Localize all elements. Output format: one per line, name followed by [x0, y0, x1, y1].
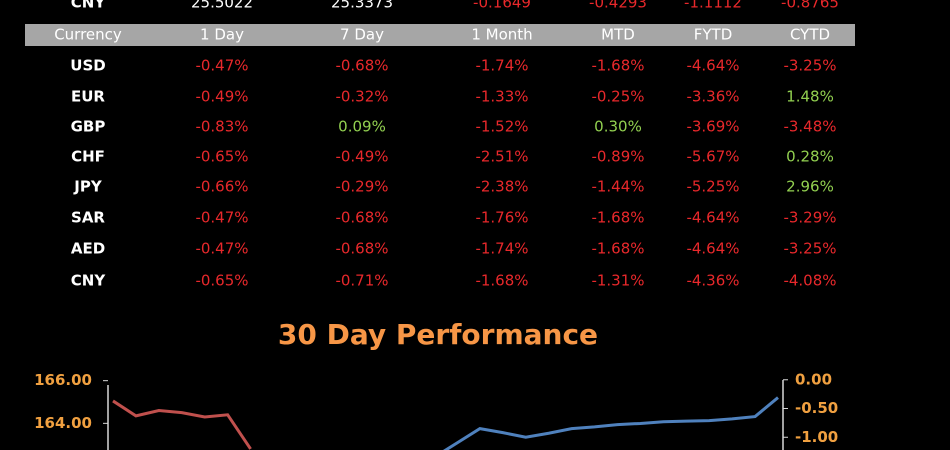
currency: EUR: [71, 88, 105, 106]
cell: -0.65%: [195, 272, 248, 290]
cell: -1.68%: [591, 240, 644, 258]
cell: -5.67%: [686, 148, 739, 166]
cell: 25.3373: [331, 0, 393, 12]
cell: -0.32%: [335, 88, 388, 106]
line-series: [442, 396, 779, 450]
cell: -2.51%: [475, 148, 528, 166]
currency: CNY: [71, 272, 107, 290]
cell: 0.28%: [786, 148, 834, 166]
cell: -4.36%: [686, 272, 739, 290]
column-header: FYTD: [694, 26, 733, 44]
cell: -0.68%: [335, 209, 388, 227]
cell: -3.25%: [783, 240, 836, 258]
cell: -4.08%: [783, 272, 836, 290]
cell: -1.68%: [591, 209, 644, 227]
cell: 0.30%: [594, 118, 642, 136]
cell: -0.89%: [591, 148, 644, 166]
currency: GBP: [71, 118, 106, 136]
cell: -0.1649: [473, 0, 531, 12]
currency: CHF: [71, 148, 105, 166]
chart-title: 30 Day Performance: [278, 318, 598, 351]
cell: -1.31%: [591, 272, 644, 290]
cell: CNY: [71, 0, 107, 12]
cell: -5.25%: [686, 178, 739, 196]
cell: -0.49%: [335, 148, 388, 166]
line-series: [112, 399, 252, 450]
cell: -1.52%: [475, 118, 528, 136]
cell: -1.76%: [475, 209, 528, 227]
cell: -1.74%: [475, 240, 528, 258]
column-header: CYTD: [790, 26, 830, 44]
y-tick-label: 166.00: [34, 371, 92, 389]
cell: -0.25%: [591, 88, 644, 106]
y2-tick-label: 0.00: [795, 370, 832, 388]
cell: -0.47%: [195, 240, 248, 258]
column-header: 1 Day: [200, 26, 244, 44]
cell: -3.69%: [686, 118, 739, 136]
cell: -3.36%: [686, 88, 739, 106]
column-header: Currency: [54, 26, 122, 44]
cell: -0.8765: [781, 0, 839, 12]
cell: 1.48%: [786, 88, 834, 106]
cell: -0.4293: [589, 0, 647, 12]
cell: -1.33%: [475, 88, 528, 106]
cell: -3.48%: [783, 118, 836, 136]
cell: 25.5022: [191, 0, 253, 12]
cell: -1.1112: [684, 0, 742, 12]
column-header: 7 Day: [340, 26, 384, 44]
currency: AED: [71, 240, 105, 258]
currency: SAR: [71, 209, 105, 227]
cell: -1.74%: [475, 57, 528, 75]
cell: 2.96%: [786, 178, 834, 196]
cell: -1.44%: [591, 178, 644, 196]
cell: -0.29%: [335, 178, 388, 196]
cell: -0.47%: [195, 57, 248, 75]
cell: -4.64%: [686, 209, 739, 227]
cell: -0.49%: [195, 88, 248, 106]
y2-tick-label: -0.50: [795, 399, 838, 417]
currency: JPY: [73, 178, 103, 196]
cell: -4.64%: [686, 240, 739, 258]
cell: -3.29%: [783, 209, 836, 227]
cell: -4.64%: [686, 57, 739, 75]
cell: -0.83%: [195, 118, 248, 136]
cell: -0.68%: [335, 57, 388, 75]
header-band: [25, 24, 855, 46]
cell: -1.68%: [591, 57, 644, 75]
column-header: MTD: [601, 26, 635, 44]
column-header: 1 Month: [471, 26, 532, 44]
cell: -3.25%: [783, 57, 836, 75]
y-tick-label: 164.00: [34, 414, 92, 432]
cell: -0.66%: [195, 178, 248, 196]
currency: USD: [70, 57, 105, 75]
cell: -0.68%: [335, 240, 388, 258]
cell: -1.68%: [475, 272, 528, 290]
cell: -2.38%: [475, 178, 528, 196]
cell: -0.71%: [335, 272, 388, 290]
cell: -0.65%: [195, 148, 248, 166]
cell: -0.47%: [195, 209, 248, 227]
y2-tick-label: -1.00: [795, 428, 838, 446]
cell: 0.09%: [338, 118, 386, 136]
